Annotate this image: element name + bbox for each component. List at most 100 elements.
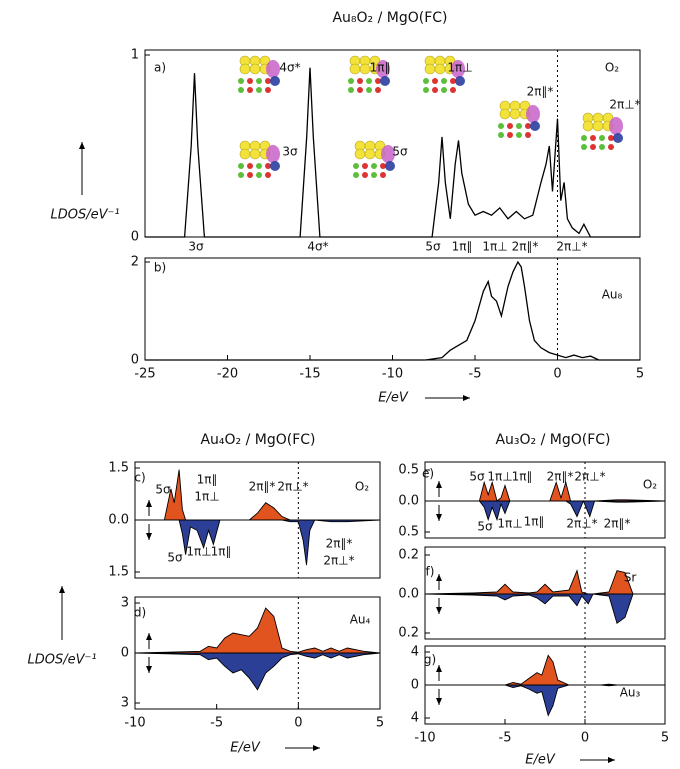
annotation: 5σ xyxy=(425,240,441,254)
arrow-head xyxy=(436,574,442,581)
x-tick-label: 5 xyxy=(376,716,384,731)
atom xyxy=(365,149,375,159)
atom xyxy=(423,87,429,93)
atom xyxy=(366,78,372,84)
atom xyxy=(510,109,520,119)
atom xyxy=(525,132,531,138)
x-tick-label: 0 xyxy=(553,367,561,382)
arrow-head xyxy=(436,514,442,521)
x-axis-label: E/eV xyxy=(230,741,261,756)
x-axis-label: E/eV xyxy=(525,753,556,768)
annotation: Au₃ xyxy=(620,686,641,700)
annotation: 1π∥ xyxy=(370,61,391,75)
orbital xyxy=(530,121,540,131)
annotation: a) xyxy=(154,61,166,75)
atom xyxy=(593,121,603,131)
annotation: e) xyxy=(422,467,434,481)
annotation: c) xyxy=(134,471,145,485)
atom xyxy=(498,123,504,129)
atom xyxy=(432,87,438,93)
panel-title: Au₈O₂ / MgO(FC) xyxy=(332,10,447,26)
arrow-head xyxy=(146,633,152,640)
x-tick-label: 5 xyxy=(661,731,669,746)
panel-title: Au₄O₂ / MgO(FC) xyxy=(200,432,315,448)
annotation: O₂ xyxy=(355,480,369,494)
atom xyxy=(357,87,363,93)
annotation: Au₄ xyxy=(350,613,371,627)
structure-inset xyxy=(238,141,280,178)
plot-frame xyxy=(145,50,640,237)
annotation: 2π⊥* xyxy=(566,517,597,531)
atom xyxy=(350,64,360,74)
y-tick-label: 2 xyxy=(131,255,139,270)
y-tick-label: 1 xyxy=(131,48,139,63)
atom xyxy=(240,64,250,74)
annotation: 2π⊥* xyxy=(574,470,605,484)
y-tick-label: 0.2 xyxy=(398,548,419,563)
annotation: 1π⊥ xyxy=(447,61,472,75)
arrow-head xyxy=(59,586,65,593)
annotation: O₂ xyxy=(643,478,657,492)
spin-down-area xyxy=(425,594,665,623)
atom xyxy=(247,172,253,178)
atom xyxy=(247,87,253,93)
atom xyxy=(353,163,359,169)
annotation: 2π∥* xyxy=(326,537,353,551)
annotation: 2π⊥* xyxy=(277,480,308,494)
y-tick-label: 1.5 xyxy=(108,565,129,580)
arrow-head xyxy=(313,745,320,751)
annotation: 2π⊥* xyxy=(609,98,640,112)
annotation: 1π∥ xyxy=(211,545,232,559)
atom xyxy=(238,87,244,93)
arrow-head xyxy=(146,500,152,507)
y-tick-label: 0.0 xyxy=(108,513,129,528)
atom xyxy=(362,163,368,169)
arrow-head xyxy=(608,757,615,763)
arrow-head xyxy=(436,481,442,488)
atom xyxy=(590,135,596,141)
annotation: Sr xyxy=(624,571,637,585)
orbital xyxy=(270,76,280,86)
y-axis-label: LDOS/eV⁻¹ xyxy=(27,653,96,668)
spin-down-area xyxy=(135,653,380,690)
atom xyxy=(450,87,456,93)
spin-up-area xyxy=(135,608,380,653)
annotation: 3σ xyxy=(282,145,298,159)
annotation: 1π∥ xyxy=(197,473,218,487)
atom xyxy=(362,172,368,178)
annotation: 2π∥* xyxy=(512,240,539,254)
annotation: 5σ xyxy=(392,145,408,159)
orbital xyxy=(266,145,280,163)
annotation: 5σ xyxy=(167,551,183,565)
annotation: 2π∥* xyxy=(527,85,554,99)
atom xyxy=(371,163,377,169)
orbital xyxy=(270,161,280,171)
atom xyxy=(240,149,250,159)
arrow-head xyxy=(463,395,470,401)
atom xyxy=(599,144,605,150)
y-tick-label: 0.2 xyxy=(398,626,419,641)
atom xyxy=(500,109,510,119)
annotation: 2π∥* xyxy=(547,470,574,484)
atom xyxy=(238,172,244,178)
x-tick-label: 0 xyxy=(581,731,589,746)
annotation: d) xyxy=(134,606,146,620)
y-tick-label: 0 xyxy=(131,230,139,245)
atom xyxy=(256,87,262,93)
y-tick-label: 0.5 xyxy=(398,525,419,540)
annotation: 1π∥ xyxy=(452,240,473,254)
y-tick-label: 1.5 xyxy=(108,461,129,476)
spin-up-area xyxy=(135,470,380,520)
atom xyxy=(375,87,381,93)
annotation: 1π⊥ xyxy=(194,490,219,504)
atom xyxy=(608,144,614,150)
annotation: 1π∥ xyxy=(524,515,545,529)
annotation: 5σ xyxy=(477,520,493,534)
y-tick-label: 0 xyxy=(121,646,129,661)
annotation: 2π⊥* xyxy=(556,240,587,254)
y-axis-label: LDOS/eV⁻¹ xyxy=(50,208,119,223)
atom xyxy=(256,172,262,178)
atom xyxy=(265,172,271,178)
annotation: 5σ xyxy=(155,483,171,497)
atom xyxy=(507,123,513,129)
